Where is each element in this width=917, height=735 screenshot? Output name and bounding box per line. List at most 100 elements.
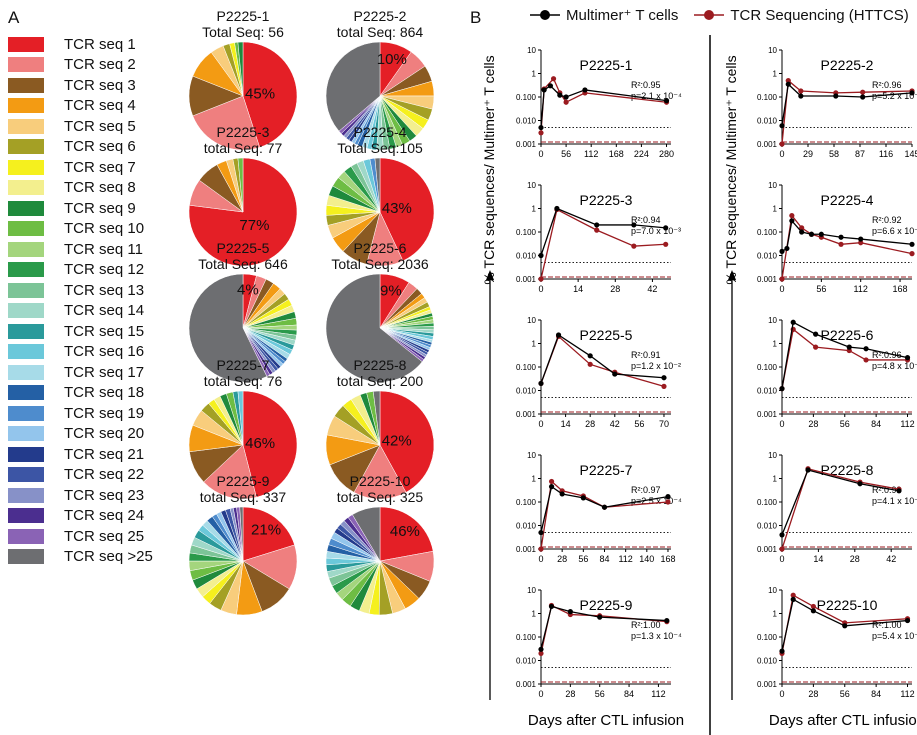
panel-b-label: B xyxy=(470,8,482,27)
multimer-point xyxy=(538,646,544,652)
tcrseq-point xyxy=(838,241,844,247)
multimer-point xyxy=(597,614,603,620)
legend-label: TCR seq 8 xyxy=(64,179,136,197)
tcrseq-point xyxy=(779,276,785,282)
legend-item: TCR seq 5 xyxy=(8,116,153,137)
r2-annotation: R²:0.92 xyxy=(872,215,902,225)
sequence-legend: TCR seq 1 TCR seq 2 TCR seq 3 TCR seq 4 TCR … xyxy=(8,34,153,567)
x-tick-label: 56 xyxy=(578,554,588,564)
x-tick-label: 28 xyxy=(808,689,818,699)
tcrseq-point xyxy=(538,130,544,136)
p-value-annotation: p=2.1 x 10⁻⁴ xyxy=(631,91,682,101)
arrow-head-icon xyxy=(486,270,494,280)
pie-slice xyxy=(237,390,244,446)
x-tick-label: 280 xyxy=(659,149,674,159)
legend-item: TCR seq 2 xyxy=(8,55,153,76)
legend-item: TCR seq 25 xyxy=(8,526,153,547)
legend-label: TCR seq 18 xyxy=(64,384,145,402)
y-tick-label: 10 xyxy=(527,181,536,190)
multimer-point xyxy=(818,231,824,237)
multimer-point xyxy=(779,648,785,654)
line-plot: 0.001 0.010 0.100 1 10 0 14 28 42 P2225-3 R²:0.94p… xyxy=(516,181,681,294)
y-tick-label: 0.100 xyxy=(516,228,537,237)
tcrseq-point xyxy=(779,546,785,552)
multimer-point xyxy=(665,493,671,500)
multimer-point xyxy=(538,529,544,536)
pie-svg: 46% xyxy=(325,506,435,616)
x-tick-label: 224 xyxy=(634,149,649,159)
multimer-point xyxy=(858,236,864,242)
pie-percent-label: 45% xyxy=(245,85,275,102)
x-tick-label: 28 xyxy=(557,554,567,564)
pie-svg: 10% xyxy=(325,41,435,151)
pie-title-patient: P2225-5 xyxy=(216,240,270,256)
y-tick-label: 1 xyxy=(532,70,537,79)
pie-percent-label: 42% xyxy=(382,433,412,450)
legend-swatch xyxy=(8,303,44,319)
y-tick-label: 0.100 xyxy=(516,363,537,372)
pie-title-patient: P2225-7 xyxy=(216,357,270,373)
legend-label: TCR seq 21 xyxy=(64,445,145,463)
p-value-annotation: p=7.0 x 10⁻³ xyxy=(631,226,681,236)
pie-title-total: total Seq: 864 xyxy=(336,24,424,40)
legend-item: TCR seq 14 xyxy=(8,301,153,322)
pie-title-total: total Seq: 337 xyxy=(199,489,287,505)
multimer-point xyxy=(601,504,608,510)
tcrseq-point xyxy=(858,240,864,246)
tcrseq-point xyxy=(909,251,915,257)
x-tick-label: 84 xyxy=(599,554,609,564)
pie-title: P2225-6 Total Seq: 2036 xyxy=(305,240,455,272)
line-plot: 0.001 0.010 0.100 1 10 0 28 56 84 112 140 168 P2225-… xyxy=(516,451,682,564)
panel-a-label: A xyxy=(8,8,20,27)
multimer-series-line xyxy=(540,485,669,533)
legend-item: TCR seq 3 xyxy=(8,75,153,96)
x-tick-label: 56 xyxy=(634,419,644,429)
tcrseq-point xyxy=(631,243,637,249)
x-tick-label: 14 xyxy=(573,284,583,294)
pie-percent-label: 46% xyxy=(390,523,420,540)
legend-label: TCR seq 11 xyxy=(64,240,143,258)
pie-slice xyxy=(352,506,381,562)
pie-title: P2225-4 Total Seq:105 xyxy=(305,124,455,156)
tcrseq-point xyxy=(587,361,593,367)
r2-annotation: R²:0.97 xyxy=(631,485,661,495)
multimer-point xyxy=(833,93,839,99)
y-tick-label: 1 xyxy=(773,205,778,214)
tcrseq-point xyxy=(538,546,544,552)
legend-item: TCR seq 21 xyxy=(8,444,153,465)
x-tick-label: 168 xyxy=(893,284,908,294)
tcrseq-point xyxy=(799,225,805,231)
y-tick-label: 1 xyxy=(532,610,537,619)
y-tick-label: 0.001 xyxy=(757,680,778,689)
multimer-point xyxy=(838,234,844,240)
x-tick-label: 28 xyxy=(808,419,818,429)
pie-title-total: total Seq: 200 xyxy=(336,373,424,389)
tcrseq-point xyxy=(810,603,816,610)
multimer-point xyxy=(554,205,560,212)
legend-swatch xyxy=(8,323,44,339)
x-tick-label: 14 xyxy=(813,554,823,564)
x-tick-label: 70 xyxy=(659,419,669,429)
pie-slice xyxy=(325,273,423,383)
legend-swatch xyxy=(8,139,44,155)
tcrseq-point xyxy=(548,478,555,485)
pie-svg: 9% xyxy=(325,273,435,383)
pie-percent-label: 43% xyxy=(382,200,412,217)
plot-title: P2225-9 xyxy=(580,597,633,613)
line-plot: 0.001 0.010 0.100 1 10 0 14 28 42 P2225-8 R²:0.99p… xyxy=(757,451,917,564)
r2-annotation: R²:0.95 xyxy=(631,80,661,90)
p-value-annotation: p=2.5 x 10⁻⁴ xyxy=(631,496,682,506)
legend-swatch xyxy=(8,549,44,565)
pie-chart: P2225-5 Total Seq: 646 4% xyxy=(168,240,318,384)
multimer-point xyxy=(664,617,670,624)
x-tick-label: 14 xyxy=(561,419,571,429)
multimer-point xyxy=(779,123,785,129)
x-tick-label: 42 xyxy=(647,284,657,294)
x-tick-label: 112 xyxy=(651,689,665,699)
legend-label: TCR seq 24 xyxy=(64,507,145,525)
legend-swatch xyxy=(8,118,44,134)
p-value-annotation: p=5.2 x 10⁻⁴ xyxy=(872,91,917,101)
tcrseq-point xyxy=(779,141,785,147)
y-tick-label: 10 xyxy=(768,316,777,325)
legend-item: TCR seq 9 xyxy=(8,198,153,219)
